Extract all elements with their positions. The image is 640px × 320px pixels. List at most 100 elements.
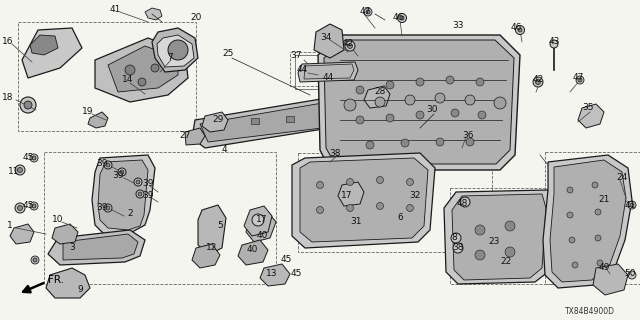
Circle shape: [400, 16, 404, 20]
Text: 41: 41: [109, 5, 121, 14]
Circle shape: [376, 177, 383, 183]
Circle shape: [595, 209, 601, 215]
Text: 5: 5: [217, 221, 223, 230]
Text: 40: 40: [246, 245, 258, 254]
Text: 27: 27: [179, 132, 191, 140]
Polygon shape: [543, 155, 632, 288]
Polygon shape: [92, 155, 155, 235]
Polygon shape: [48, 230, 145, 265]
Text: 13: 13: [266, 269, 278, 278]
Text: 48: 48: [456, 199, 468, 209]
Text: 39: 39: [142, 190, 154, 199]
Bar: [298, 153, 492, 252]
Circle shape: [515, 26, 525, 35]
Circle shape: [31, 256, 39, 264]
Text: 29: 29: [212, 116, 224, 124]
Circle shape: [15, 203, 25, 213]
Polygon shape: [444, 190, 552, 284]
Polygon shape: [550, 160, 626, 282]
Polygon shape: [292, 153, 435, 248]
Circle shape: [478, 111, 486, 119]
Text: 49: 49: [598, 263, 610, 273]
Circle shape: [15, 165, 25, 175]
Circle shape: [138, 192, 142, 196]
Polygon shape: [152, 28, 198, 72]
Circle shape: [597, 260, 603, 266]
Text: 47: 47: [359, 7, 371, 17]
Circle shape: [375, 97, 385, 107]
Text: 16: 16: [3, 37, 13, 46]
Circle shape: [476, 78, 484, 86]
Text: 8: 8: [451, 233, 457, 242]
Polygon shape: [324, 40, 514, 164]
Text: 6: 6: [397, 213, 403, 222]
Text: 46: 46: [392, 13, 404, 22]
Text: 14: 14: [122, 76, 134, 84]
Polygon shape: [10, 224, 34, 244]
Circle shape: [494, 97, 506, 109]
Circle shape: [364, 8, 372, 16]
Text: 7: 7: [167, 53, 173, 62]
Polygon shape: [304, 64, 354, 79]
Circle shape: [567, 212, 573, 218]
Circle shape: [475, 250, 485, 260]
Polygon shape: [216, 121, 224, 127]
Circle shape: [118, 168, 126, 176]
Polygon shape: [578, 104, 604, 128]
Circle shape: [376, 203, 383, 210]
Text: 39: 39: [96, 204, 108, 212]
Circle shape: [33, 258, 37, 262]
Polygon shape: [346, 111, 354, 117]
Polygon shape: [364, 86, 390, 108]
Polygon shape: [30, 35, 58, 55]
Circle shape: [17, 167, 22, 172]
Text: 17: 17: [256, 215, 268, 225]
Text: FR.: FR.: [48, 275, 64, 285]
Circle shape: [505, 247, 515, 257]
Polygon shape: [192, 95, 370, 148]
Circle shape: [356, 116, 364, 124]
Text: 50: 50: [624, 269, 636, 278]
Text: 40: 40: [256, 231, 268, 241]
Polygon shape: [88, 112, 108, 128]
Circle shape: [628, 201, 636, 209]
Circle shape: [465, 95, 475, 105]
Bar: [295, 55, 388, 89]
Text: 25: 25: [222, 50, 234, 59]
Circle shape: [17, 205, 22, 211]
Text: 9: 9: [77, 285, 83, 294]
Text: 38: 38: [452, 244, 464, 252]
Polygon shape: [98, 160, 148, 230]
Circle shape: [317, 181, 323, 188]
Circle shape: [475, 225, 485, 235]
Circle shape: [397, 13, 406, 22]
Circle shape: [104, 204, 112, 212]
Polygon shape: [321, 113, 329, 119]
Circle shape: [138, 78, 146, 86]
Text: 45: 45: [22, 202, 34, 211]
Circle shape: [348, 44, 353, 49]
Circle shape: [533, 77, 543, 87]
Circle shape: [416, 111, 424, 119]
Circle shape: [30, 154, 38, 162]
Text: 23: 23: [488, 237, 500, 246]
Circle shape: [151, 64, 159, 72]
Polygon shape: [200, 100, 360, 142]
Text: 45: 45: [291, 269, 301, 278]
Circle shape: [436, 138, 444, 146]
Circle shape: [386, 81, 394, 89]
Circle shape: [317, 206, 323, 213]
Circle shape: [628, 271, 636, 279]
Polygon shape: [300, 158, 428, 242]
Circle shape: [401, 139, 409, 147]
Polygon shape: [298, 62, 358, 82]
Bar: [44, 152, 276, 284]
Polygon shape: [286, 116, 294, 122]
Circle shape: [346, 204, 353, 212]
Polygon shape: [246, 212, 276, 242]
Text: 44: 44: [323, 74, 333, 83]
Polygon shape: [238, 240, 268, 265]
Polygon shape: [46, 268, 90, 298]
Text: 39: 39: [112, 172, 124, 180]
Text: 22: 22: [500, 258, 511, 267]
